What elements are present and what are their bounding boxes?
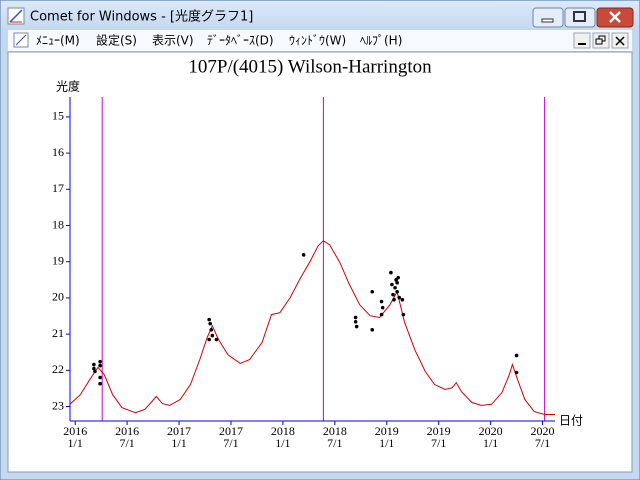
x-tick-label: 7/1 <box>223 436 238 450</box>
y-tick-label: 17 <box>52 181 64 195</box>
observation-dot <box>214 337 219 342</box>
graph-area <box>7 51 633 473</box>
observation-dot <box>390 282 394 287</box>
observation-dot <box>208 321 213 326</box>
y-tick-label: 23 <box>52 398 64 412</box>
x-tick-label: 2020 <box>479 424 503 438</box>
window-title: Comet for Windows - [光度グラフ1] <box>30 9 253 25</box>
observation-dot <box>354 324 359 329</box>
x-tick-label: 2017 <box>219 424 243 438</box>
observation-dot <box>396 275 400 280</box>
observation-dot <box>92 362 96 367</box>
mdi-restore[interactable] <box>592 32 610 49</box>
observation-dot <box>370 289 375 294</box>
observation-dot <box>207 317 211 322</box>
x-tick-label: 7/1 <box>119 436 134 450</box>
x-axis-label: 日付 <box>559 414 583 428</box>
plot: 107P/(4015) Wilson-Harrington 光度 日付 15 16… <box>52 56 583 449</box>
observation-dot <box>353 320 358 324</box>
y-tick-label: 21 <box>52 326 64 340</box>
doc-icon <box>13 32 29 48</box>
menu-item[interactable]: 設定(S) <box>96 33 137 48</box>
y-axis-label: 光度 <box>56 79 80 94</box>
x-tick-label: 1/1 <box>171 436 186 450</box>
menu-item[interactable]: ﾃﾞｰﾀﾍﾞｰｽ(D) <box>207 34 274 48</box>
y-tick-label: 18 <box>52 217 64 231</box>
observation-dot <box>380 305 385 310</box>
observation-dot <box>353 315 358 320</box>
observation-dot <box>93 369 97 374</box>
x-tick-label: 2019 <box>375 424 399 438</box>
menu-item[interactable]: ｳｨﾝﾄﾞｳ(W) <box>289 34 346 48</box>
observation-dot <box>393 285 397 290</box>
observation-dot <box>379 312 384 317</box>
x-tick-label: 2016 <box>115 424 139 438</box>
chart-title: 107P/(4015) Wilson-Harrington <box>188 56 432 77</box>
minimize-button[interactable] <box>532 7 564 28</box>
observation-dot <box>301 253 306 257</box>
observation-dot <box>210 333 215 338</box>
observation-dot <box>98 363 102 368</box>
y-tick-label: 16 <box>52 145 64 159</box>
observation-dot <box>392 297 396 302</box>
observation-dot <box>92 366 96 371</box>
observation-dot <box>401 312 406 317</box>
observation-dot <box>514 370 519 375</box>
x-tick-label: 1/1 <box>379 436 394 450</box>
mdi-minimize[interactable] <box>573 32 591 49</box>
x-tick-label: 2016 <box>63 424 87 438</box>
x-tick-label: 2020 <box>531 424 555 438</box>
observation-dot <box>209 327 214 332</box>
observation-dot <box>391 292 395 297</box>
x-tick-label: 7/1 <box>327 436 342 450</box>
y-tick-label: 22 <box>52 362 64 376</box>
observation-dot <box>207 337 211 342</box>
menu-item[interactable]: ﾒﾆｭｰ(M) <box>36 34 80 48</box>
observation-dot <box>400 297 405 302</box>
x-tick-label: 2018 <box>323 424 347 438</box>
x-tick-label: 7/1 <box>431 436 446 450</box>
observation-dot <box>370 327 375 332</box>
observation-dot <box>397 295 402 300</box>
observation-dot <box>98 359 102 364</box>
maximize-button[interactable] <box>564 7 596 28</box>
x-tick-label: 1/1 <box>68 436 83 450</box>
menu-bar <box>8 30 632 51</box>
observation-dot <box>98 375 102 380</box>
x-tick-label: 7/1 <box>535 436 550 450</box>
y-tick-label: 20 <box>52 290 64 304</box>
x-tick-label: 1/1 <box>275 436 290 450</box>
light-curve <box>69 240 555 415</box>
y-tick-label: 19 <box>52 253 64 267</box>
menu-item[interactable]: 表示(V) <box>152 34 194 48</box>
x-tick-label: 2019 <box>427 424 451 438</box>
observation-dot <box>514 353 519 358</box>
observation-dot <box>389 270 393 275</box>
menu-item[interactable]: ﾍﾙﾌﾟ(H) <box>360 34 402 48</box>
observation-dot <box>395 289 399 294</box>
observation-dot <box>379 299 384 304</box>
close-button[interactable] <box>596 7 634 28</box>
observation-dot <box>395 280 399 285</box>
observation-dot <box>98 381 102 386</box>
mdi-close[interactable] <box>611 32 629 49</box>
x-tick-label: 2018 <box>271 424 295 438</box>
x-tick-label: 1/1 <box>483 436 498 450</box>
app-icon <box>7 7 25 25</box>
y-tick-label: 15 <box>52 109 64 123</box>
x-tick-label: 2017 <box>167 424 191 438</box>
